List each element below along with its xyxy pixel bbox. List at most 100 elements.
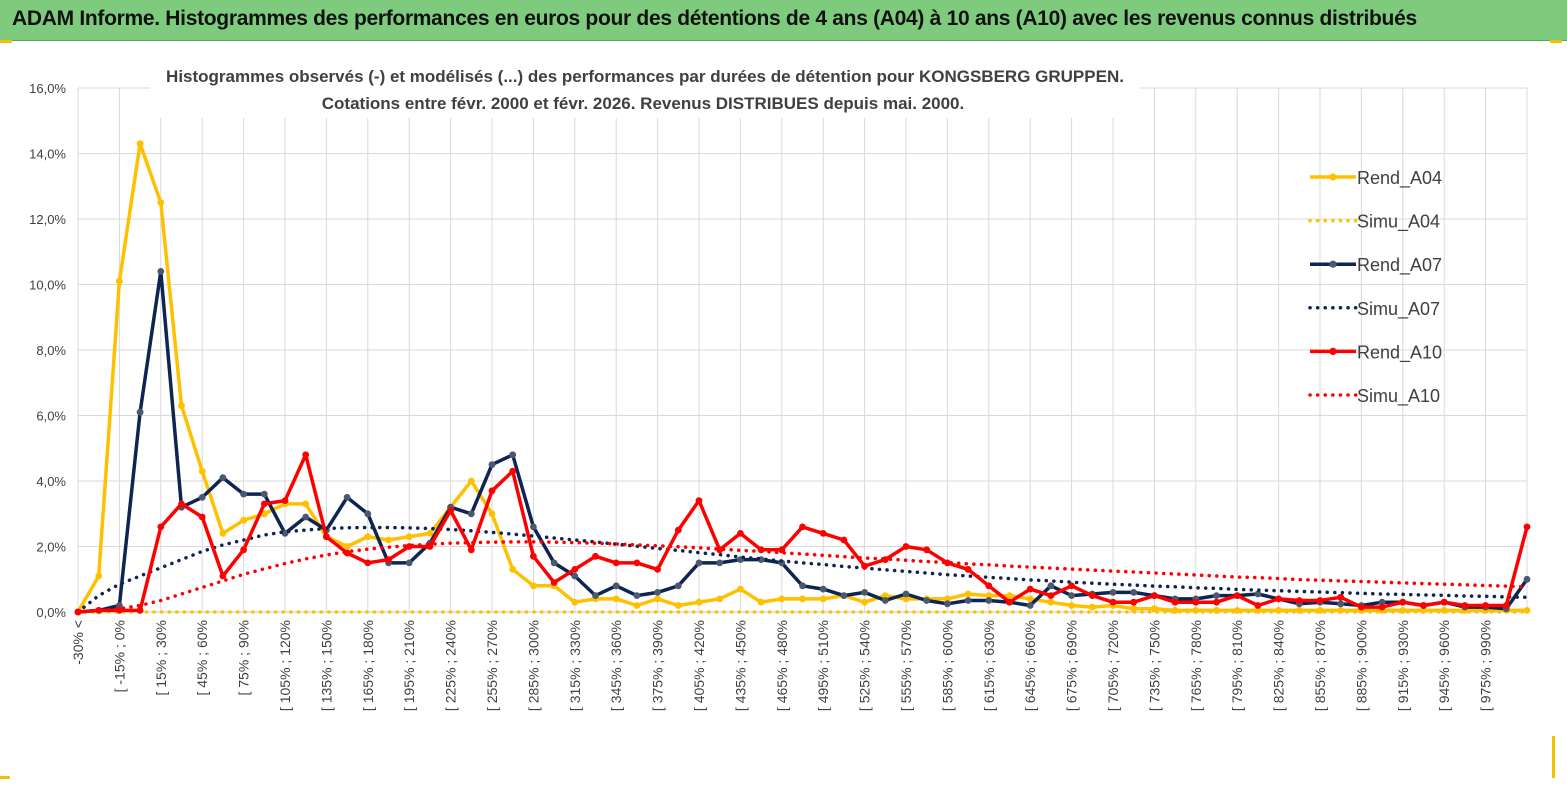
data-point-rend-a04 <box>1047 598 1055 606</box>
data-point-rend-a07 <box>1523 575 1531 583</box>
x-tick-label: [ 585% ; 600% <box>939 620 955 711</box>
data-point-rend-a10 <box>1151 592 1158 599</box>
data-point-rend-a10 <box>633 559 641 567</box>
data-point-rend-a07 <box>1254 590 1262 598</box>
data-point-rend-a10 <box>861 562 868 570</box>
data-point-rend-a07 <box>964 597 972 604</box>
data-point-rend-a10 <box>157 523 165 531</box>
data-point-rend-a04 <box>861 598 868 606</box>
data-point-rend-a04 <box>944 595 951 603</box>
data-point-rend-a04 <box>716 595 724 603</box>
data-point-rend-a10 <box>550 579 558 586</box>
y-tick-label: 14,0% <box>29 147 66 162</box>
x-tick-label: [ 195% ; 210% <box>401 620 417 711</box>
y-tick-label: 10,0% <box>29 278 66 293</box>
data-point-rend-a04 <box>778 595 786 603</box>
data-point-rend-a10 <box>219 572 227 580</box>
data-point-rend-a07 <box>902 590 910 598</box>
data-point-rend-a10 <box>1482 602 1489 609</box>
data-point-rend-a04 <box>509 566 517 573</box>
data-point-rend-a10 <box>1461 602 1469 609</box>
data-point-rend-a04 <box>674 602 682 609</box>
data-point-rend-a07 <box>985 597 993 604</box>
data-point-rend-a10 <box>1109 598 1117 606</box>
data-point-rend-a04 <box>343 543 351 550</box>
data-point-rend-a10 <box>840 536 848 544</box>
series-line-simu-a10 <box>76 540 1529 614</box>
y-tick-label: 12,0% <box>29 212 66 227</box>
data-point-rend-a10 <box>799 523 806 531</box>
data-point-rend-a10 <box>1295 597 1303 604</box>
data-point-rend-a10 <box>178 500 185 508</box>
x-tick-label: [ 915% ; 930% <box>1395 620 1411 711</box>
x-tick-label: [ 705% ; 720% <box>1105 620 1121 711</box>
data-point-rend-a04 <box>654 595 661 603</box>
data-point-rend-a10 <box>1275 595 1282 603</box>
series-line-simu-a07 <box>76 525 1529 614</box>
data-point-rend-a07 <box>550 559 558 567</box>
data-point-rend-a10 <box>716 546 724 554</box>
x-tick-label: [ 855% ; 870% <box>1312 620 1328 711</box>
data-point-rend-a07 <box>633 592 641 599</box>
x-tick-label: [ 255% ; 270% <box>484 620 500 711</box>
chart-title-line-2: Cotations entre févr. 2000 et févr. 2026… <box>322 94 965 113</box>
chart-title-line-1: Histogrammes observés (-) et modélisés (… <box>166 67 1124 86</box>
frame-corner-bottom-right <box>1552 736 1555 778</box>
data-point-rend-a07 <box>240 490 248 498</box>
data-point-rend-a07 <box>302 513 310 521</box>
x-tick-label: [ 225% ; 240% <box>443 620 459 711</box>
y-tick-label: 16,0% <box>29 81 66 96</box>
data-point-rend-a04 <box>1068 602 1075 609</box>
x-tick-label: [ 345% ; 360% <box>608 620 624 711</box>
x-tick-label: [ 525% ; 540% <box>857 620 873 711</box>
data-point-rend-a07 <box>695 559 703 567</box>
data-point-rend-a07 <box>136 408 144 416</box>
series-line-rend-a04 <box>76 141 1527 613</box>
data-point-rend-a04 <box>302 500 310 508</box>
data-point-rend-a07 <box>1047 582 1055 590</box>
data-point-rend-a10 <box>944 559 951 567</box>
data-point-rend-a10 <box>364 559 372 567</box>
x-tick-label: [ 945% ; 960% <box>1436 620 1452 711</box>
frame-corner-bottom-left <box>0 776 10 779</box>
y-tick-label: 8,0% <box>36 343 66 358</box>
chart-title-background <box>150 60 1140 118</box>
y-axis: 0,0% 2,0% 4,0% 6,0% 8,0% 10,0% 12,0% 14,0% 16,0% <box>29 81 66 620</box>
data-point-rend-a10 <box>1358 603 1365 611</box>
data-point-rend-a10 <box>1192 598 1200 606</box>
legend-label-simu-a10: Simu_A10 <box>1357 386 1440 407</box>
x-tick-label: [ 15% ; 30% <box>153 620 169 696</box>
data-point-rend-a10 <box>302 451 310 459</box>
x-tick-label: [ 975% ; 990% <box>1478 620 1494 711</box>
data-point-rend-a10 <box>1316 597 1324 604</box>
x-axis: -30% < [ -15% ; 0% [ 15% ; 30% [ 45% ; 60% [… <box>70 611 1527 711</box>
page-title: ADAM Informe. Histogrammes des performan… <box>12 7 1417 30</box>
data-point-rend-a04 <box>1088 603 1096 611</box>
x-tick-label: -30% < <box>70 620 86 665</box>
x-tick-label: [ 465% ; 480% <box>774 620 790 711</box>
data-point-rend-a04 <box>1026 595 1034 603</box>
data-point-rend-a10 <box>1171 598 1179 606</box>
data-point-rend-a10 <box>592 552 599 560</box>
data-point-rend-a10 <box>509 467 517 475</box>
data-point-rend-a07 <box>1109 589 1117 596</box>
data-point-rend-a04 <box>240 516 248 524</box>
data-point-rend-a04 <box>219 530 227 537</box>
x-tick-label: [ 165% ; 180% <box>360 620 376 711</box>
data-point-rend-a10 <box>1254 602 1262 609</box>
frame-corner-top-left <box>0 40 12 43</box>
data-point-rend-a04 <box>198 467 206 475</box>
data-point-rend-a10 <box>136 607 144 614</box>
data-point-rend-a10 <box>385 556 392 563</box>
data-point-rend-a07 <box>819 585 827 593</box>
chart-series <box>74 140 1531 616</box>
data-point-rend-a07 <box>674 582 682 590</box>
data-point-rend-a04 <box>571 598 579 606</box>
data-point-rend-a07 <box>1068 592 1075 599</box>
data-point-rend-a07 <box>116 602 123 609</box>
data-point-rend-a07 <box>405 559 413 567</box>
data-point-rend-a10 <box>530 552 537 560</box>
data-point-rend-a07 <box>1026 602 1034 609</box>
data-point-rend-a07 <box>530 523 537 531</box>
